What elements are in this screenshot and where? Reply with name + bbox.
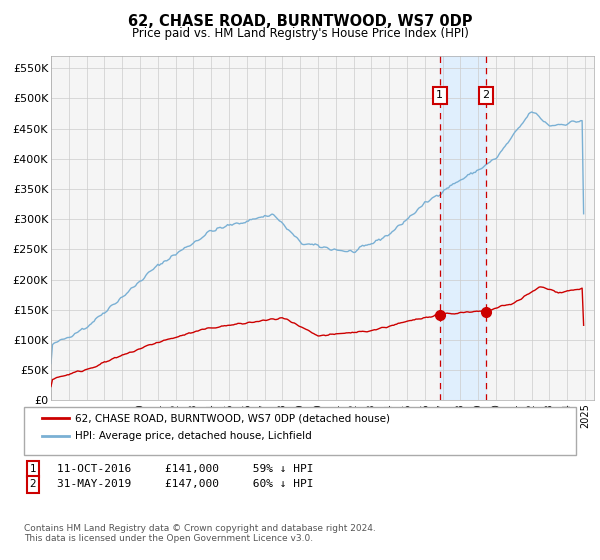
Text: 2: 2 (482, 90, 489, 100)
Text: 1: 1 (29, 464, 37, 474)
Text: 31-MAY-2019     £147,000     60% ↓ HPI: 31-MAY-2019 £147,000 60% ↓ HPI (57, 479, 314, 489)
Text: 62, CHASE ROAD, BURNTWOOD, WS7 0DP (detached house): 62, CHASE ROAD, BURNTWOOD, WS7 0DP (deta… (75, 413, 390, 423)
Text: Price paid vs. HM Land Registry's House Price Index (HPI): Price paid vs. HM Land Registry's House … (131, 27, 469, 40)
Text: 62, CHASE ROAD, BURNTWOOD, WS7 0DP: 62, CHASE ROAD, BURNTWOOD, WS7 0DP (128, 14, 472, 29)
Text: 11-OCT-2016     £141,000     59% ↓ HPI: 11-OCT-2016 £141,000 59% ↓ HPI (57, 464, 314, 474)
Bar (440, 56, 486, 400)
Text: HPI: Average price, detached house, Lichfield: HPI: Average price, detached house, Lich… (75, 431, 312, 441)
Text: 1: 1 (436, 90, 443, 100)
Text: 2: 2 (29, 479, 37, 489)
Text: Contains HM Land Registry data © Crown copyright and database right 2024.
This d: Contains HM Land Registry data © Crown c… (24, 524, 376, 543)
